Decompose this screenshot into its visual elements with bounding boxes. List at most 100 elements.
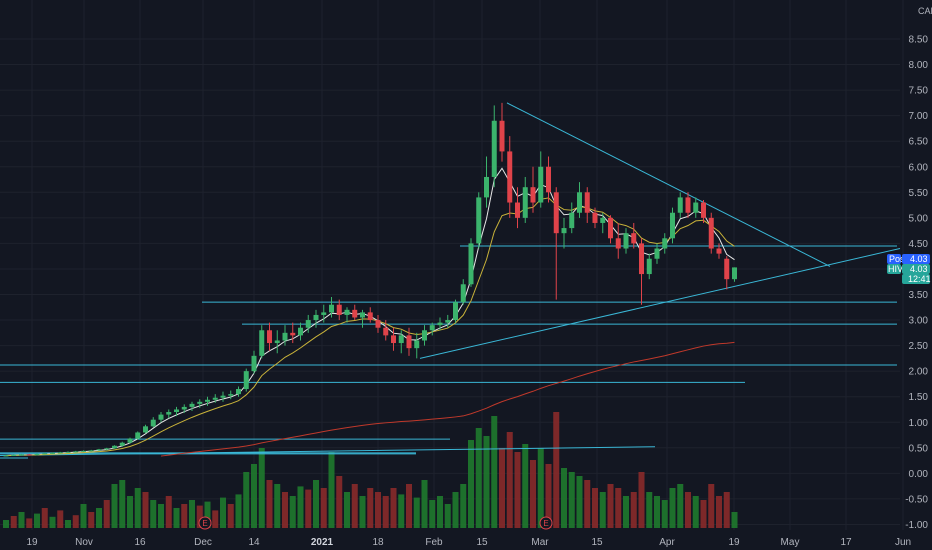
- volume-bar: [57, 510, 64, 528]
- candle-body: [212, 397, 218, 400]
- y-tick-label: 3.00: [909, 316, 929, 327]
- post-badge: [887, 254, 901, 264]
- volume-bar: [243, 472, 250, 528]
- volume-bars: [3, 412, 738, 528]
- volume-bar: [708, 484, 715, 528]
- volume-bar: [220, 497, 226, 528]
- volume-bar: [80, 504, 87, 528]
- volume-bar: [158, 504, 164, 528]
- volume-bar: [390, 488, 397, 528]
- volume-bar: [561, 468, 567, 528]
- volume-bar: [599, 492, 606, 528]
- ticker-label: HIVE: [888, 264, 909, 274]
- candle-body: [546, 166, 551, 193]
- volume-bar: [282, 492, 288, 528]
- volume-bar: [359, 496, 366, 528]
- volume-bar: [429, 500, 436, 528]
- volume-trendline[interactable]: [0, 446, 656, 456]
- volume-bar: [483, 436, 490, 528]
- volume-bar: [677, 484, 684, 528]
- candle-body: [65, 451, 71, 453]
- volume-bar: [274, 484, 281, 528]
- y-tick-label: -1.00: [905, 520, 928, 531]
- volume-bar: [134, 488, 141, 528]
- volume-bar: [181, 504, 188, 528]
- candle-body: [460, 284, 466, 303]
- y-tick-label: 5.00: [909, 213, 929, 224]
- price-badges: Post 4.03 HIVE 4.03 12:41: [887, 254, 931, 284]
- volume-bar: [661, 500, 668, 528]
- candle-body: [639, 243, 644, 275]
- earnings-marker: [198, 516, 212, 530]
- price-axis[interactable]: CAD 8.50 8.00 7.50 7.00 6.50 6.00 5.50 5.00 4.50…: [905, 6, 932, 531]
- post-value-badge: [902, 254, 930, 264]
- candle-body: [569, 212, 575, 229]
- candle-body: [367, 312, 373, 321]
- candle-body: [654, 248, 660, 259]
- candle-body: [135, 432, 141, 439]
- volume-bar: [351, 484, 358, 528]
- volume-bar: [623, 496, 629, 528]
- y-tick-label: 7.00: [909, 111, 929, 122]
- candle-body: [150, 419, 156, 427]
- volume-bar: [545, 464, 552, 528]
- candle-body: [112, 445, 117, 449]
- volume-bar: [615, 488, 622, 528]
- candle-body: [615, 238, 621, 249]
- candle-body: [174, 409, 179, 413]
- y-tick-label: 2.00: [909, 367, 929, 378]
- ascending-trendline[interactable]: [419, 248, 901, 359]
- volume-bar: [584, 480, 591, 528]
- candle-body: [352, 309, 358, 318]
- volume-bar: [88, 512, 95, 528]
- volume-bar: [437, 496, 443, 528]
- triangle-trendlines[interactable]: [0, 102, 901, 456]
- candle-body: [561, 228, 567, 234]
- candle-body: [429, 325, 435, 331]
- candle-body: [476, 197, 482, 244]
- volume-bar: [328, 452, 335, 528]
- candle-body: [677, 197, 683, 213]
- volume-bar: [305, 489, 312, 528]
- currency-label: CAD: [918, 6, 932, 16]
- volume-bar: [475, 428, 482, 528]
- volume-bar: [18, 512, 25, 528]
- volume-bar: [530, 460, 536, 528]
- candle-body: [732, 267, 737, 280]
- volume-bar: [716, 496, 722, 528]
- candle-body: [522, 187, 528, 218]
- volume-bar: [111, 484, 118, 528]
- volume-bar: [491, 416, 498, 528]
- x-tick-label: May: [781, 537, 800, 548]
- volume-bar: [592, 488, 598, 528]
- candle-body: [468, 243, 474, 285]
- time-axis[interactable]: 19 Nov 16 Dec 14 2021 18 Feb 15 Mar 15 Apr 19 May 17 Ju…: [26, 537, 911, 548]
- y-tick-label: 1.00: [909, 418, 929, 429]
- volume-bar: [382, 496, 389, 528]
- candle-body: [584, 192, 590, 213]
- y-tick-label: 6.50: [909, 137, 929, 148]
- volume-bar: [638, 472, 645, 528]
- candle-body: [259, 330, 265, 356]
- candle-body: [383, 327, 389, 336]
- x-tick-label: Jun: [895, 537, 911, 548]
- candle-body: [73, 451, 79, 453]
- candle-body: [189, 403, 195, 407]
- candle-body: [290, 332, 296, 336]
- volume-bar: [553, 412, 560, 528]
- volume-bar: [41, 508, 48, 528]
- post-value: 4.03: [910, 254, 928, 264]
- descending-trendline[interactable]: [506, 102, 831, 267]
- volume-bar: [685, 492, 691, 528]
- candle-body: [414, 340, 420, 349]
- y-tick-label: 8.50: [909, 35, 929, 46]
- volume-bar: [692, 496, 699, 528]
- y-tick-label: 2.50: [909, 341, 929, 352]
- volume-bar: [65, 520, 71, 528]
- volume-bar: [630, 492, 637, 528]
- volume-bar: [266, 480, 273, 528]
- volume-bar: [669, 488, 676, 528]
- volume-bar: [537, 448, 544, 528]
